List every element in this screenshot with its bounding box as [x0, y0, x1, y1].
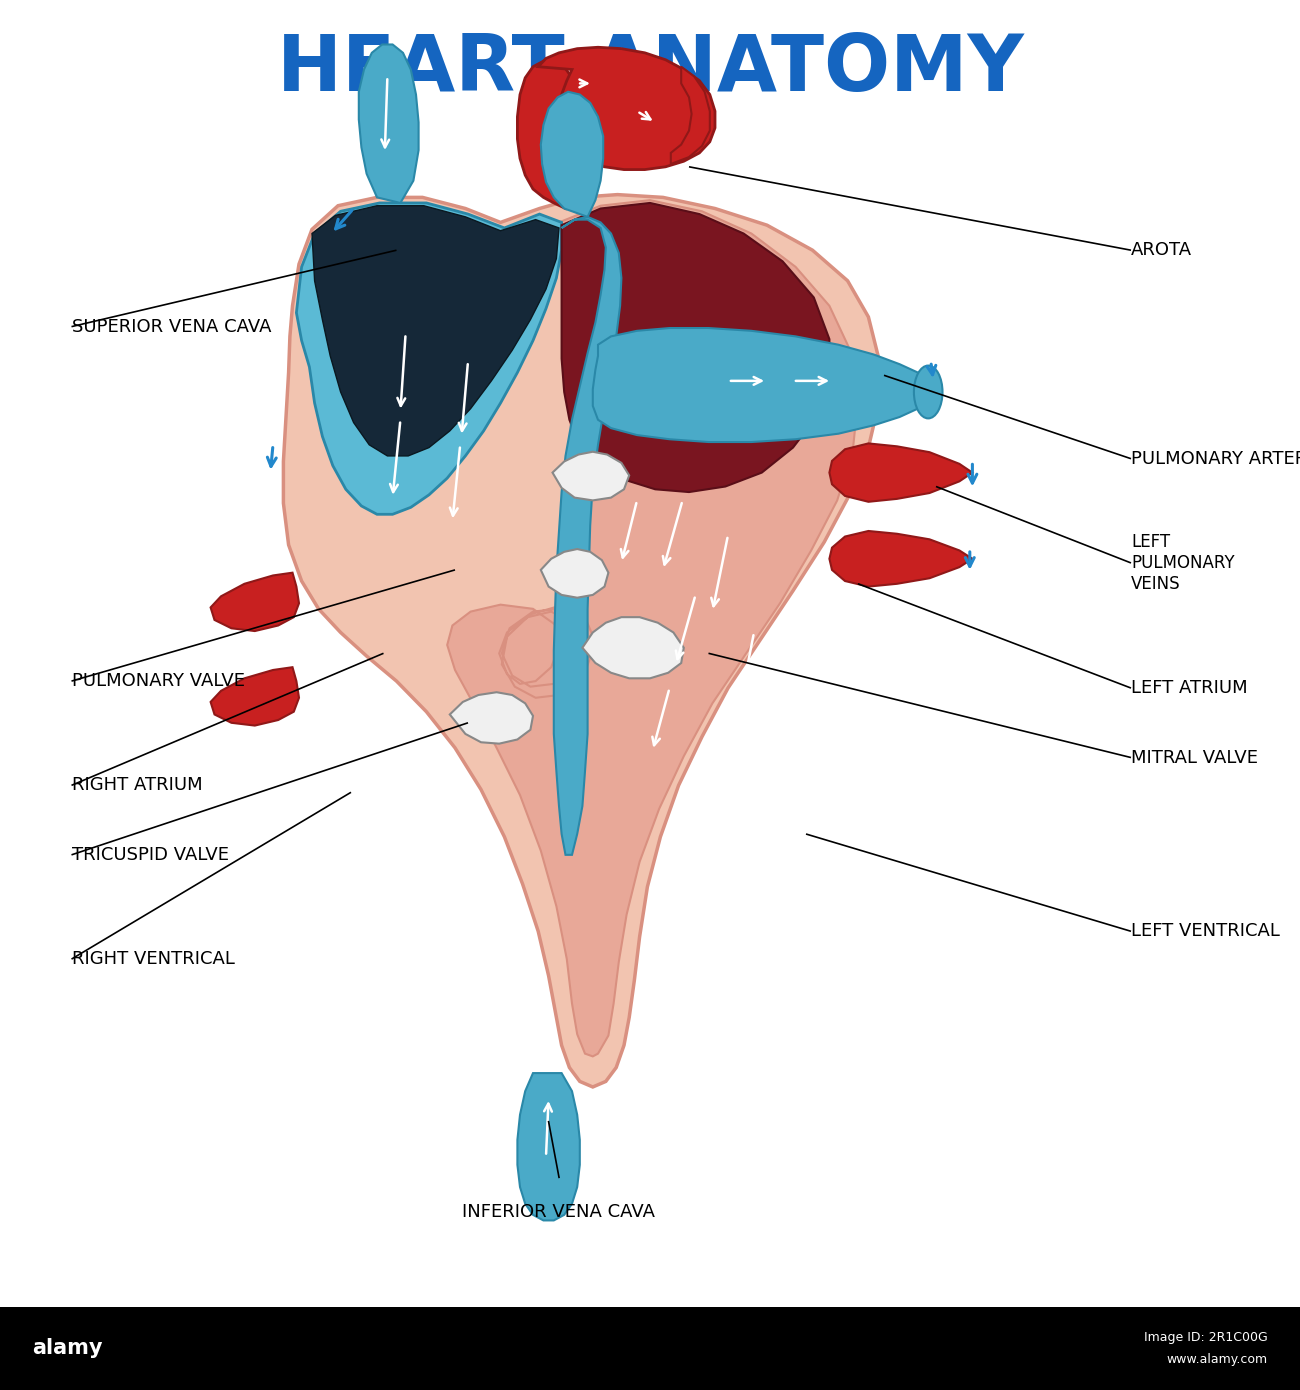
Text: LEFT ATRIUM: LEFT ATRIUM — [1131, 680, 1248, 696]
Polygon shape — [296, 203, 562, 514]
Polygon shape — [671, 67, 710, 164]
Text: TRICUSPID VALVE: TRICUSPID VALVE — [72, 847, 229, 863]
Polygon shape — [312, 206, 559, 456]
Polygon shape — [582, 617, 684, 678]
Polygon shape — [552, 452, 629, 500]
Text: www.alamy.com: www.alamy.com — [1166, 1352, 1268, 1366]
Polygon shape — [359, 44, 419, 203]
Polygon shape — [211, 573, 299, 631]
Text: LEFT VENTRICAL: LEFT VENTRICAL — [1131, 923, 1280, 940]
Polygon shape — [211, 667, 299, 726]
Bar — [0, 1307, 1300, 1390]
Polygon shape — [447, 200, 858, 1056]
Text: INFERIOR VENA CAVA: INFERIOR VENA CAVA — [463, 1204, 655, 1220]
Text: RIGHT ATRIUM: RIGHT ATRIUM — [72, 777, 202, 794]
Polygon shape — [541, 92, 603, 217]
Text: LEFT
PULMONARY
VEINS: LEFT PULMONARY VEINS — [1131, 534, 1235, 592]
Polygon shape — [593, 328, 928, 442]
Polygon shape — [283, 195, 879, 1087]
Text: MITRAL VALVE: MITRAL VALVE — [1131, 749, 1258, 766]
Polygon shape — [538, 47, 715, 170]
Polygon shape — [829, 443, 972, 502]
Text: SUPERIOR VENA CAVA: SUPERIOR VENA CAVA — [72, 318, 270, 335]
Polygon shape — [517, 1073, 580, 1220]
Polygon shape — [541, 549, 608, 598]
Text: AROTA: AROTA — [1131, 242, 1192, 259]
Text: RIGHT VENTRICAL: RIGHT VENTRICAL — [72, 951, 234, 967]
Polygon shape — [562, 203, 829, 492]
Text: alamy: alamy — [32, 1339, 103, 1358]
Polygon shape — [450, 692, 533, 744]
Polygon shape — [554, 217, 621, 855]
Polygon shape — [517, 61, 580, 208]
Text: Image ID: 2R1C00G: Image ID: 2R1C00G — [1144, 1330, 1268, 1344]
Text: HEART ANATOMY: HEART ANATOMY — [277, 32, 1023, 107]
Text: PULMONARY ARTERY: PULMONARY ARTERY — [1131, 450, 1300, 467]
Ellipse shape — [914, 366, 942, 418]
Polygon shape — [829, 531, 972, 587]
Text: PULMONARY VALVE: PULMONARY VALVE — [72, 673, 244, 689]
